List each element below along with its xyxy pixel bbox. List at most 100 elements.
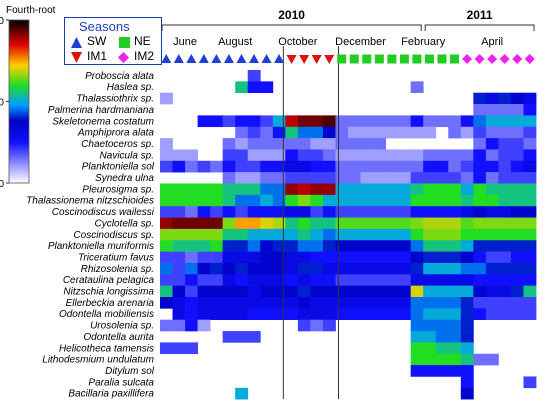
species-label: Thalassiothrix sp.	[76, 94, 154, 105]
heatmap-cell	[385, 297, 399, 309]
heatmap-cell	[410, 81, 424, 93]
heatmap-cell	[235, 172, 249, 184]
heatmap-cell	[410, 308, 424, 320]
heatmap-cell	[222, 160, 236, 173]
heatmap-cell	[510, 138, 524, 150]
heatmap-cell	[310, 319, 324, 332]
season-legend-ne: NE	[134, 34, 151, 48]
heatmap-cell	[410, 240, 424, 252]
heatmap-cell	[210, 217, 224, 230]
ne-square-icon	[119, 37, 130, 48]
heatmap-cell	[322, 138, 336, 150]
heatmap-cell	[473, 104, 487, 116]
heatmap-cell	[423, 331, 437, 343]
heatmap-cell	[160, 297, 173, 309]
heatmap-cell	[385, 183, 399, 196]
year-label: 2010	[278, 8, 305, 22]
heatmap-cell	[285, 240, 299, 252]
heatmap-cell	[485, 104, 499, 116]
heatmap-cell	[385, 217, 399, 230]
heatmap-cell	[335, 138, 349, 150]
heatmap-cell	[222, 274, 236, 286]
heatmap-cell	[348, 138, 361, 150]
heatmap-cell	[160, 194, 173, 207]
heatmap-cell	[197, 319, 211, 332]
heatmap-cell	[172, 206, 186, 218]
heatmap-cell	[348, 274, 361, 286]
heatmap-cell	[485, 251, 499, 264]
heatmap-cell	[210, 206, 224, 218]
heatmap-cell	[485, 217, 499, 230]
heatmap-cell	[485, 149, 499, 162]
species-label: Thalassionema nitzschioides	[26, 196, 154, 207]
heatmap-cell	[448, 319, 462, 332]
heatmap-cell	[185, 149, 198, 162]
heatmap-cell	[485, 297, 499, 309]
heatmap-cell	[160, 240, 173, 252]
heatmap-cell	[448, 149, 462, 162]
heatmap-cell	[210, 115, 224, 128]
heatmap-cell	[448, 365, 462, 377]
heatmap-cell	[235, 183, 249, 196]
season-marker-sw	[211, 54, 222, 63]
heatmap-cell	[435, 115, 449, 128]
heatmap-cell	[485, 228, 499, 241]
month-labels: June August October December February April	[173, 36, 503, 48]
heatmap-cell	[210, 274, 224, 286]
season-marker-sw	[274, 54, 285, 63]
heatmap-cell	[448, 285, 462, 298]
heatmap-cell	[185, 342, 198, 355]
heatmap-cell	[360, 274, 374, 286]
heatmap-cell	[423, 183, 437, 196]
heatmap-cell	[385, 251, 399, 264]
heatmap-cell	[485, 126, 499, 139]
heatmap-cell	[498, 183, 512, 196]
heatmap-cell	[498, 194, 512, 207]
heatmap-cell	[360, 285, 374, 298]
heatmap-cell	[448, 194, 462, 207]
heatmap-cell	[473, 206, 487, 218]
heatmap-cell	[310, 115, 324, 128]
heatmap-cell	[373, 138, 386, 150]
heatmap-cell	[222, 183, 236, 196]
heatmap-cell	[222, 138, 236, 150]
heatmap-cell	[385, 228, 399, 241]
heatmap-cell	[310, 308, 324, 320]
sw-triangle-up-icon	[71, 37, 82, 48]
heatmap-cell	[260, 262, 274, 275]
heatmap-cell	[448, 274, 462, 286]
heatmap-cell	[523, 115, 537, 128]
heatmap-cell	[398, 172, 412, 184]
heatmap-cell	[360, 262, 374, 275]
heatmap-cell	[172, 240, 186, 252]
heatmap-cell	[460, 115, 474, 128]
species-label: Coscinodiscus sp.	[73, 230, 154, 241]
season-marker-im2	[474, 54, 485, 64]
heatmap-cell	[510, 126, 524, 139]
species-label: Ditylum sol	[105, 366, 155, 377]
heatmap-cell	[222, 228, 236, 241]
heatmap-cell	[410, 126, 424, 139]
season-marker-im2	[487, 54, 498, 64]
heatmap-cell	[335, 297, 349, 309]
heatmap-cell	[222, 240, 236, 252]
heatmap-cell	[460, 342, 474, 355]
heatmap-cell	[185, 297, 198, 309]
heatmap-cell	[348, 206, 361, 218]
season-legend-im2: IM2	[134, 49, 155, 63]
heatmap-cell	[247, 160, 261, 173]
heatmap-cell	[510, 262, 524, 275]
heatmap-cell	[498, 262, 512, 275]
heatmap-cell	[322, 274, 336, 286]
heatmap-cell	[160, 251, 173, 264]
heatmap-cell	[398, 240, 412, 252]
heatmap-cell	[373, 285, 386, 298]
heatmap-cell	[272, 251, 286, 264]
heatmap-cell	[285, 251, 299, 264]
heatmap-cell	[523, 262, 537, 275]
heatmap-cell	[435, 353, 449, 366]
heatmap-cell	[285, 138, 299, 150]
heatmap-cell	[247, 331, 261, 343]
season-marker-im2	[524, 54, 535, 64]
